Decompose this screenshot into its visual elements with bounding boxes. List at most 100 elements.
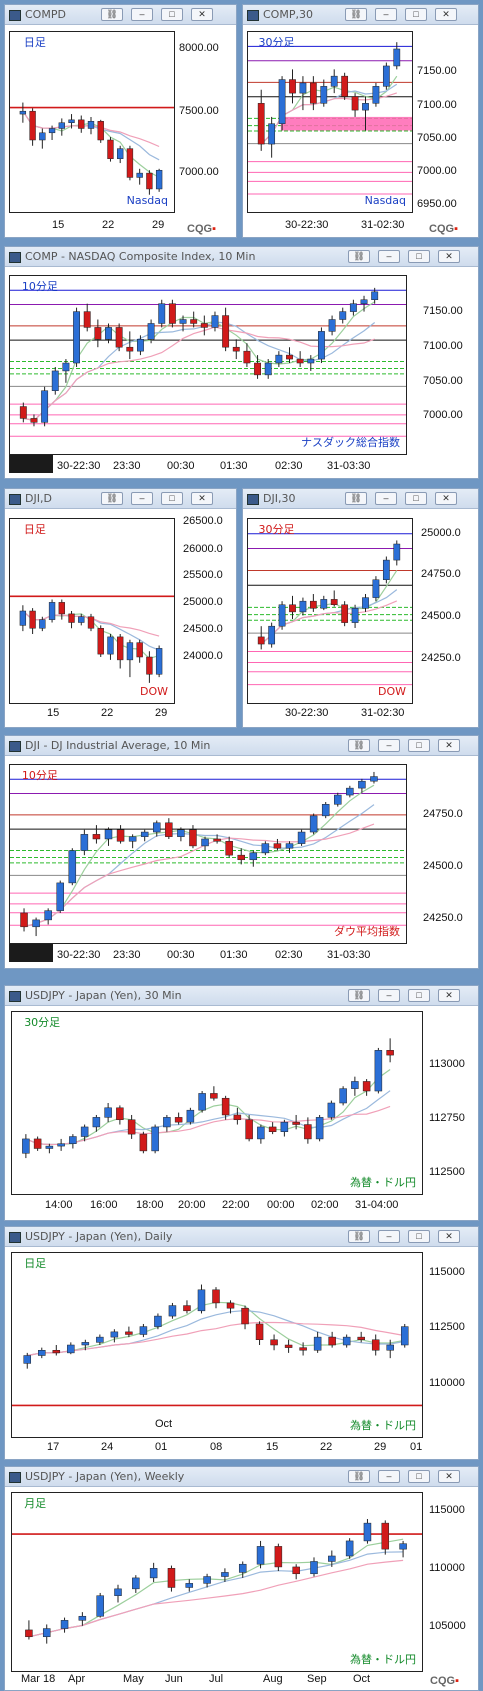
link-icon[interactable]: ⛓ xyxy=(348,989,370,1002)
close-button[interactable]: ✕ xyxy=(438,250,460,263)
close-button[interactable]: ✕ xyxy=(438,739,460,752)
maximize-button[interactable]: □ xyxy=(161,492,183,505)
titlebar[interactable]: DJI,D ⛓ – □ ✕ xyxy=(5,489,236,509)
x-tick-label: 31-03:30 xyxy=(327,460,371,472)
candle-body xyxy=(309,815,318,833)
minimize-button[interactable]: – xyxy=(378,1470,400,1483)
titlebar[interactable]: COMPD ⛓ – □ ✕ xyxy=(5,5,236,25)
maximize-button[interactable]: □ xyxy=(408,989,430,1002)
candle-body xyxy=(149,1568,158,1579)
x-tick-label: 30-22:30 xyxy=(57,460,101,472)
moving-average-line xyxy=(23,784,375,928)
maximize-button[interactable]: □ xyxy=(405,492,427,505)
candle-body xyxy=(58,602,65,615)
candle-body xyxy=(201,838,209,847)
close-button[interactable]: ✕ xyxy=(438,1230,460,1243)
titlebar[interactable]: USDJPY - Japan (Yen), Weekly ⛓ – □ ✕ xyxy=(5,1467,478,1487)
minimize-button[interactable]: – xyxy=(378,1230,400,1243)
y-tick-label: 112750 xyxy=(429,1112,465,1124)
minimize-button[interactable]: – xyxy=(131,8,153,21)
link-icon[interactable]: ⛓ xyxy=(345,8,367,21)
link-icon[interactable]: ⛓ xyxy=(348,1470,370,1483)
candle-body xyxy=(400,1326,409,1346)
candle-body xyxy=(257,636,265,645)
close-button[interactable]: ✕ xyxy=(438,989,460,1002)
chart-plot-area[interactable]: 10分足 ダウ平均指数 xyxy=(9,764,407,944)
titlebar[interactable]: DJI - DJ Industrial Average, 10 Min ⛓ – … xyxy=(5,736,478,756)
moving-average-line xyxy=(28,1559,404,1638)
maximize-button[interactable]: □ xyxy=(408,1230,430,1243)
candle-body xyxy=(381,1522,390,1550)
minimize-button[interactable]: – xyxy=(378,739,400,752)
x-tick-label: 02:30 xyxy=(275,949,303,961)
y-tick-label: 24000.0 xyxy=(183,650,223,662)
candle-body xyxy=(274,1546,283,1568)
candle-body xyxy=(238,1563,247,1573)
titlebar[interactable]: USDJPY - Japan (Yen), Daily ⛓ – □ ✕ xyxy=(5,1227,478,1247)
x-tick-label: 14:00 xyxy=(45,1199,73,1211)
minimize-button[interactable]: – xyxy=(375,492,397,505)
chart-plot-area[interactable]: 30分足 Nasdaq xyxy=(247,31,413,213)
x-tick-label: 22 xyxy=(101,707,114,719)
link-icon[interactable]: ⛓ xyxy=(101,8,123,21)
link-icon[interactable]: ⛓ xyxy=(101,492,123,505)
chart-plot-area[interactable]: 日足 Nasdaq xyxy=(9,31,175,213)
candle-body xyxy=(221,1097,230,1116)
link-icon[interactable]: ⛓ xyxy=(348,1230,370,1243)
y-tick-label: 7500.00 xyxy=(179,105,219,117)
candle-body xyxy=(177,829,185,837)
candle-body xyxy=(20,912,28,928)
candle-body xyxy=(163,1117,171,1128)
chart-plot-area[interactable]: 日足 DOW xyxy=(9,518,175,704)
candle-body xyxy=(273,843,282,849)
chart-plot-area[interactable]: 10分足 ナスダック総合指数 xyxy=(9,275,407,455)
link-icon[interactable]: ⛓ xyxy=(348,250,370,263)
close-button[interactable]: ✕ xyxy=(435,8,457,21)
candle-body xyxy=(358,780,366,789)
window-title: USDJPY - Japan (Yen), 30 Min xyxy=(25,989,182,1002)
candle-body xyxy=(382,65,390,87)
candle-body xyxy=(186,1109,195,1123)
candle-body xyxy=(126,346,134,352)
titlebar[interactable]: DJI,30 ⛓ – □ ✕ xyxy=(243,489,478,509)
x-tick-label: 29 xyxy=(152,219,165,231)
candle-body xyxy=(292,1566,300,1575)
x-tick-label: 16:00 xyxy=(90,1199,118,1211)
chart-plot-area[interactable]: 30分足 為替・ドル円 xyxy=(11,1011,423,1195)
chart-plot-area[interactable]: 日足 為替・ドル円 xyxy=(11,1252,423,1438)
candle-body xyxy=(32,919,40,928)
x-tick-label: 30-22:30 xyxy=(285,707,329,719)
close-button[interactable]: ✕ xyxy=(191,8,213,21)
candle-body xyxy=(117,148,124,159)
maximize-button[interactable]: □ xyxy=(408,739,430,752)
candle-body xyxy=(78,616,85,623)
candle-body xyxy=(372,579,380,598)
close-button[interactable]: ✕ xyxy=(438,1470,460,1483)
close-button[interactable]: ✕ xyxy=(435,492,457,505)
x-tick-label: Oct xyxy=(353,1673,371,1685)
chart-plot-area[interactable]: 30分足 DOW xyxy=(247,518,413,704)
chart-plot-area[interactable]: 月足 為替・ドル円 xyxy=(11,1492,423,1672)
x-tick-label: 23:30 xyxy=(113,949,141,961)
y-tick-label: 24500.0 xyxy=(183,623,223,635)
candle-body xyxy=(221,1572,229,1577)
x-tick-label: 01 xyxy=(410,1441,423,1453)
minimize-button[interactable]: – xyxy=(131,492,153,505)
candle-body xyxy=(261,843,270,854)
candle-body xyxy=(107,636,114,655)
minimize-button[interactable]: – xyxy=(375,8,397,21)
maximize-button[interactable]: □ xyxy=(405,8,427,21)
link-icon[interactable]: ⛓ xyxy=(348,739,370,752)
link-icon[interactable]: ⛓ xyxy=(345,492,367,505)
maximize-button[interactable]: □ xyxy=(408,1470,430,1483)
candle-body xyxy=(233,1114,242,1121)
titlebar[interactable]: USDJPY - Japan (Yen), 30 Min ⛓ – □ ✕ xyxy=(5,986,478,1006)
minimize-button[interactable]: – xyxy=(378,250,400,263)
maximize-button[interactable]: □ xyxy=(161,8,183,21)
titlebar[interactable]: COMP - NASDAQ Composite Index, 10 Min ⛓ … xyxy=(5,247,478,267)
titlebar[interactable]: COMP,30 ⛓ – □ ✕ xyxy=(243,5,478,25)
maximize-button[interactable]: □ xyxy=(408,250,430,263)
close-button[interactable]: ✕ xyxy=(191,492,213,505)
minimize-button[interactable]: – xyxy=(378,989,400,1002)
